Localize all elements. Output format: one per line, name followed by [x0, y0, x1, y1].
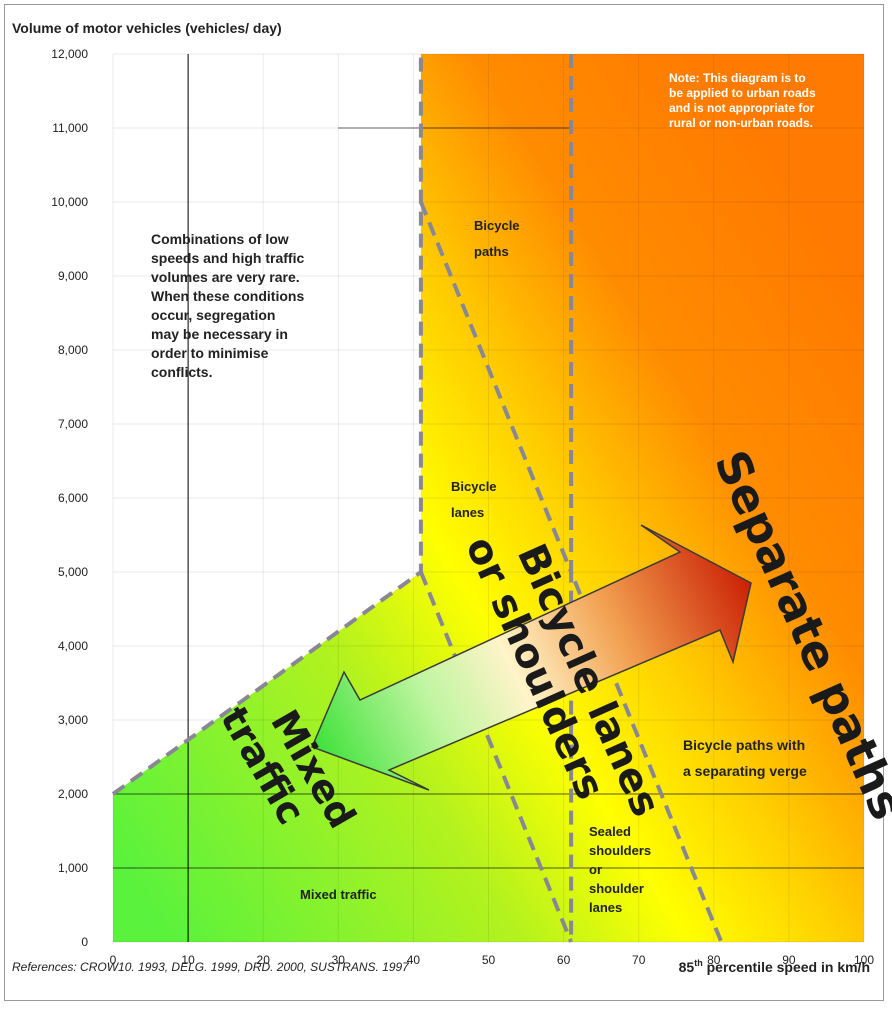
x-tick-label: 20 — [257, 953, 271, 967]
y-tick-label: 9,000 — [58, 269, 88, 283]
x-tick-label: 60 — [557, 953, 571, 967]
urban-note-line: and is not appropriate for — [669, 101, 815, 115]
boundary-shoulder-path — [569, 54, 724, 943]
zone-label-line: shoulders — [589, 843, 651, 858]
x-axis-label-superscript: th — [694, 958, 703, 968]
urban-note-line: Note: This diagram is to — [669, 71, 806, 85]
y-tick-label: 7,000 — [58, 417, 88, 431]
x-tick-label: 10 — [181, 953, 195, 967]
low-speed-note: Combinations of low speeds and high traf… — [151, 231, 308, 380]
zone-label-sealed-shoulders: Sealed shoulders or shoulder lanes — [589, 824, 655, 915]
low-speed-note-line: conflicts. — [151, 364, 212, 380]
zone-label-separating-verge: Bicycle paths with a separating verge — [683, 737, 809, 779]
y-tick-label: 1,000 — [58, 861, 88, 875]
chart-frame — [4, 4, 884, 1001]
y-tick-label: 8,000 — [58, 343, 88, 357]
references-note: References: CROW10. 1993, DELG. 1999, DR… — [12, 960, 410, 974]
colored-region — [113, 54, 864, 942]
zone-label-mixed-traffic: Mixed traffic — [300, 887, 377, 902]
x-tick-label: 30 — [332, 953, 346, 967]
y-tick-label: 4,000 — [58, 639, 88, 653]
y-axis-label: Volume of motor vehicles (vehicles/ day) — [12, 20, 282, 36]
zone-label-line: shoulder — [589, 881, 644, 896]
x-tick-label: 0 — [110, 953, 117, 967]
y-tick-label: 11,000 — [52, 121, 88, 135]
zone-label-line: Bicycle paths with — [683, 737, 805, 753]
low-speed-note-line: volumes are very rare. — [151, 269, 300, 285]
low-speed-note-line: occur, segregation — [151, 307, 275, 323]
y-tick-label: 10,000 — [51, 195, 88, 209]
y-tick-labels: 0 1,000 2,000 3,000 4,000 5,000 6,000 7,000 8,00… — [51, 47, 88, 949]
zone-label-line: Bicycle — [451, 479, 497, 494]
x-tick-label: 90 — [782, 953, 796, 967]
zone-label-line: a separating verge — [683, 763, 807, 779]
x-tick-label: 100 — [854, 953, 874, 967]
low-speed-note-line: speeds and high traffic — [151, 250, 304, 266]
transition-double-arrow — [311, 524, 752, 791]
x-axis-label-prefix: 85 — [679, 959, 695, 975]
x-tick-label: 70 — [632, 953, 646, 967]
x-tick-label: 80 — [707, 953, 721, 967]
boundary-mixed-lane — [419, 571, 573, 943]
x-tick-label: 50 — [482, 953, 496, 967]
zone-label-bicycle-lanes: Bicycle lanes — [451, 479, 500, 520]
y-tick-label: 12,000 — [51, 47, 88, 61]
low-speed-note-line: When these conditions — [151, 288, 304, 304]
x-axis-label: 85th percentile speed in km/h — [679, 958, 870, 975]
y-tick-label: 0 — [81, 935, 88, 949]
low-speed-note-line: may be necessary in — [151, 326, 288, 342]
zone-label-line: Bicycle — [474, 218, 520, 233]
y-tick-label: 6,000 — [58, 491, 88, 505]
x-tick-label: 40 — [407, 953, 421, 967]
gridlines — [112, 53, 865, 943]
y-tick-label: 2,000 — [58, 787, 88, 801]
zone-boundaries — [111, 54, 724, 943]
zone-label-bicycle-paths: Bicycle paths — [474, 218, 523, 259]
zone-label-line: or — [589, 862, 602, 877]
urban-roads-note: Note: This diagram is to be applied to u… — [669, 71, 819, 130]
low-speed-note-line: order to minimise — [151, 345, 269, 361]
zone-label-line: lanes — [451, 505, 484, 520]
zone-label-line: Sealed — [589, 824, 631, 839]
x-tick-labels: 0 10 20 30 40 50 60 70 80 90 100 — [110, 953, 875, 967]
zone-label-line: paths — [474, 244, 509, 259]
zone-label-line: lanes — [589, 900, 622, 915]
y-tick-label: 3,000 — [58, 713, 88, 727]
urban-note-line: rural or non-urban roads. — [669, 116, 813, 130]
low-speed-note-line: Combinations of low — [151, 231, 289, 247]
x-axis-label-suffix: percentile speed in km/h — [703, 959, 870, 975]
urban-note-line: be applied to urban roads — [669, 86, 816, 100]
y-tick-label: 5,000 — [58, 565, 88, 579]
